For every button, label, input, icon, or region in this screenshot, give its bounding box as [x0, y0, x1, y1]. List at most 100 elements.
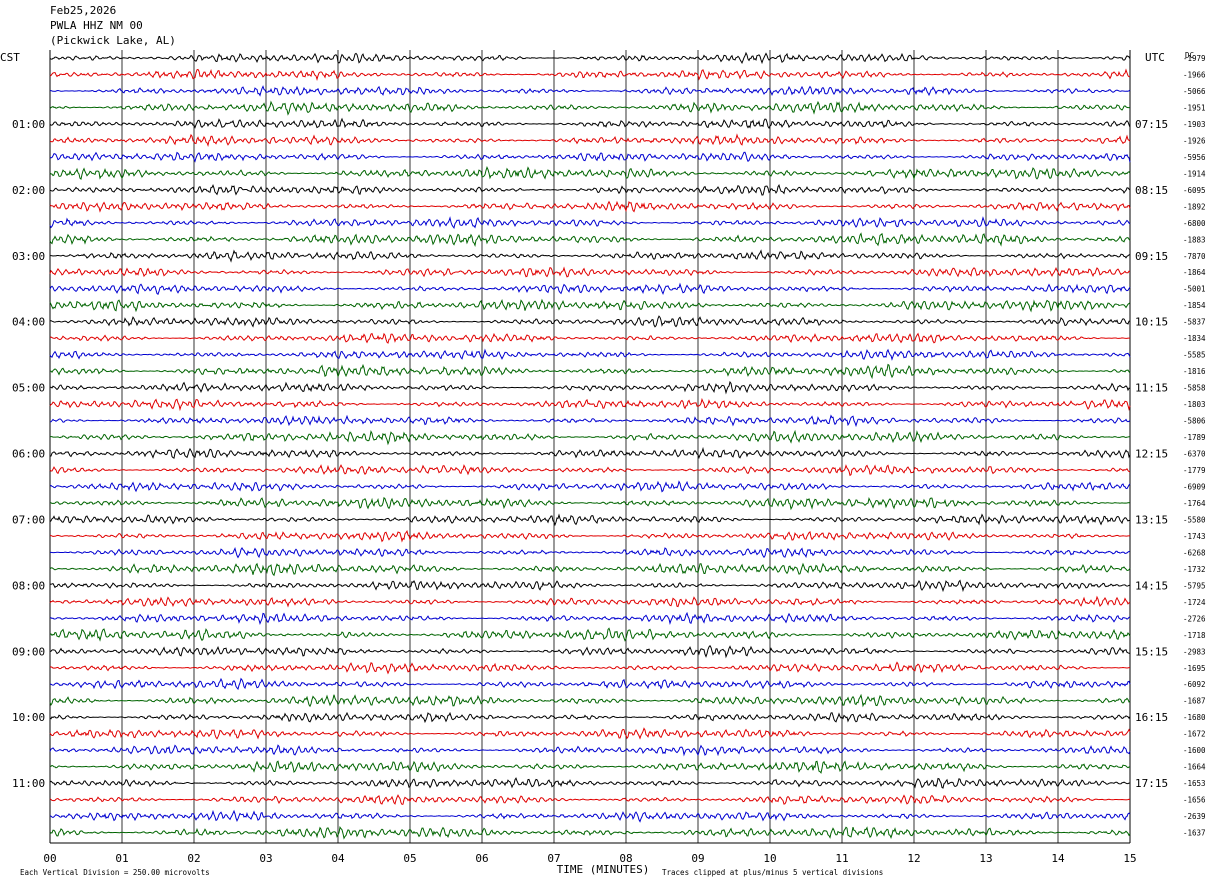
x-tick-label: 11: [835, 852, 848, 865]
dc-offset-label: -5858: [1183, 384, 1206, 393]
dc-offset-label: -5956: [1183, 153, 1206, 162]
dc-offset-label: -5795: [1183, 581, 1206, 590]
right-hour-label: 16:15: [1135, 711, 1168, 724]
seismic-trace: [49, 777, 1131, 789]
seismic-trace: [49, 51, 1131, 65]
seismic-trace: [49, 232, 1131, 248]
left-hour-label: 09:00: [12, 645, 45, 658]
header-date: Feb25,2026: [50, 4, 117, 17]
x-tick-label: 15: [1123, 852, 1136, 865]
dc-offset-label: -6800: [1183, 219, 1206, 228]
seismic-traces: [49, 51, 1131, 840]
right-hour-label: 14:15: [1135, 579, 1168, 592]
x-tick-label: 14: [1051, 852, 1065, 865]
dc-offset-label: -1743: [1183, 532, 1206, 541]
dc-offset-label: -5066: [1183, 87, 1206, 96]
dc-offset-label: -2983: [1183, 647, 1206, 656]
seismic-trace: [49, 151, 1131, 163]
clipping-note: Traces clipped at plus/minus 5 vertical …: [662, 868, 883, 877]
dc-offset-label: -1951: [1183, 103, 1206, 112]
seismic-trace: [49, 513, 1131, 527]
left-hour-label: 01:00: [12, 118, 45, 131]
left-hour-label: 06:00: [12, 448, 45, 461]
seismic-trace: [49, 546, 1131, 559]
header-station: PWLA HHZ NM 00: [50, 19, 143, 32]
x-tick-label: 04: [331, 852, 345, 865]
axis-labels: -1979 -1966 -5066 -1951 -1903 -1926 -5956 -1914…: [0, 51, 1206, 877]
x-tick-label: 01: [115, 852, 128, 865]
right-hour-label: 07:15: [1135, 118, 1168, 131]
right-hour-label: 08:15: [1135, 184, 1168, 197]
seismic-trace: [49, 380, 1131, 395]
right-hour-label: 12:15: [1135, 448, 1168, 461]
dc-offset-label: -1724: [1183, 598, 1206, 607]
seismic-trace: [49, 530, 1131, 543]
x-tick-label: 00: [43, 852, 56, 865]
seismic-trace: [49, 315, 1131, 328]
dc-offset-label: -1779: [1183, 466, 1206, 475]
seismic-trace: [49, 727, 1131, 740]
right-hour-label: 10:15: [1135, 316, 1168, 329]
dc-offset-label: -1653: [1183, 779, 1206, 788]
x-tick-label: 07: [547, 852, 560, 865]
dc-offset-label: -1914: [1183, 169, 1206, 178]
left-hour-label: 11:00: [12, 777, 45, 790]
right-hour-label: 17:15: [1135, 777, 1168, 790]
seismic-trace: [49, 744, 1131, 757]
dc-offset-label: -7870: [1183, 252, 1206, 261]
dc-offset-label: -6909: [1183, 482, 1206, 491]
dc-offset-label: -6092: [1183, 680, 1206, 689]
dc-offset-label: -1979: [1183, 54, 1206, 63]
dc-offset-label: -1834: [1183, 334, 1206, 343]
seismic-trace: [49, 579, 1131, 593]
seismic-trace: [49, 100, 1131, 116]
seismic-trace: [49, 266, 1131, 278]
x-axis-title: TIME (MINUTES): [557, 863, 650, 876]
seismic-trace: [49, 133, 1131, 148]
x-tick-label: 03: [259, 852, 272, 865]
x-tick-label: 06: [475, 852, 488, 865]
seismic-trace: [49, 332, 1131, 344]
dc-offset-label: -1903: [1183, 120, 1206, 129]
x-tick-label: 05: [403, 852, 416, 865]
dc-offset-label: -1687: [1183, 697, 1206, 706]
left-hour-label: 08:00: [12, 579, 45, 592]
dc-offset-label: -1883: [1183, 235, 1206, 244]
seismic-trace: [49, 166, 1131, 181]
seismic-trace: [49, 397, 1131, 412]
seismic-trace: [49, 562, 1131, 577]
left-hour-label: 10:00: [12, 711, 45, 724]
seismic-trace: [49, 627, 1131, 642]
seismic-trace: [49, 825, 1131, 840]
left-hour-label: 07:00: [12, 513, 45, 526]
dc-offset-label: -6370: [1183, 450, 1206, 459]
seismic-trace: [49, 117, 1131, 130]
time-grid: [49, 50, 1131, 844]
x-tick-label: 10: [763, 852, 776, 865]
dc-offset-label: -1966: [1183, 70, 1206, 79]
seismic-trace: [49, 480, 1131, 493]
seismic-trace: [49, 282, 1131, 296]
x-tick-label: 02: [187, 852, 200, 865]
dc-offset-label: -1637: [1183, 829, 1206, 838]
seismic-trace: [49, 363, 1131, 380]
x-tick-label: 08: [619, 852, 632, 865]
dc-offset-label: -6268: [1183, 548, 1206, 557]
dc-offset-label: -2726: [1183, 614, 1206, 623]
seismic-trace: [49, 85, 1131, 97]
seismic-trace: [49, 661, 1131, 675]
left-hour-label: 05:00: [12, 382, 45, 395]
seismic-trace: [50, 496, 1131, 511]
dc-offset-label: -1854: [1183, 301, 1206, 310]
seismic-trace: [49, 446, 1131, 460]
x-tick-label: 12: [907, 852, 920, 865]
dc-offset-label: -1732: [1183, 565, 1206, 574]
dc-offset-label: -5806: [1183, 417, 1206, 426]
right-hour-label: 11:15: [1135, 382, 1168, 395]
x-tick-label: 13: [979, 852, 992, 865]
seismic-trace: [49, 348, 1131, 361]
seismic-trace: [49, 794, 1131, 805]
dc-offset-label: -1803: [1183, 400, 1206, 409]
dc-header-label: DC: [1185, 51, 1194, 60]
